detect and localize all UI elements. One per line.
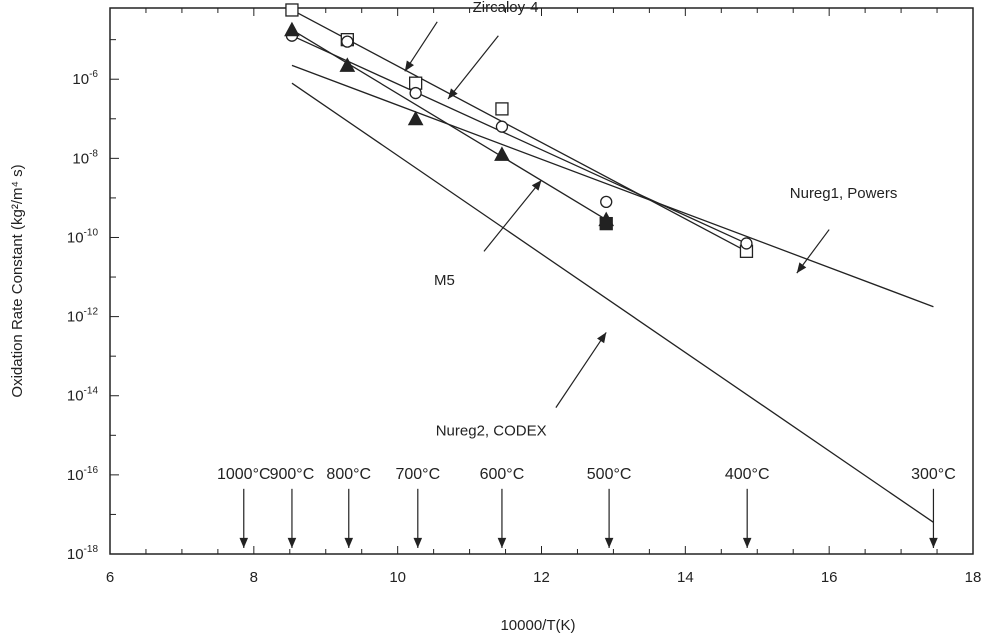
arrowhead (413, 537, 423, 548)
annotation-label: Nureg1, Powers (790, 185, 898, 202)
arrowhead (604, 537, 614, 548)
annotation-arrow (555, 332, 607, 408)
temperature-label: 300°C (911, 466, 956, 483)
temperature-label: 1000°C (217, 466, 271, 483)
temperature-label: 500°C (587, 466, 632, 483)
triangle-marker (284, 21, 300, 37)
data-markers (284, 3, 754, 258)
circle-marker (495, 120, 509, 133)
x-tick-label: 14 (677, 569, 694, 586)
y-tick-label: 10-18 (67, 544, 99, 563)
y-tick-label: 10-6 (72, 69, 98, 88)
circle-marker (341, 35, 354, 48)
annotation-arrow (483, 179, 542, 252)
triangle-marker (339, 57, 356, 72)
annotation-label: Zircaloy-4 (473, 0, 539, 16)
x-tick-label: 18 (965, 569, 982, 586)
annotation-label: Nureg2, CODEX (436, 422, 547, 439)
arrowhead (497, 537, 507, 548)
arrowhead (796, 262, 807, 274)
arrowhead (239, 537, 249, 548)
x-tick-label: 6 (106, 569, 114, 586)
arrowhead (287, 537, 297, 548)
fit-line (291, 29, 607, 221)
x-axis-title: 10000/T(K) (500, 617, 575, 634)
circle-marker (409, 86, 422, 100)
y-axis-title: Oxidation Rate Constant (kg²/m⁴ s) (9, 164, 26, 397)
arrowhead (742, 537, 752, 548)
annotation-arrow (447, 35, 499, 100)
arrowhead (344, 537, 354, 548)
triangle-marker (494, 146, 510, 161)
temperature-label: 400°C (725, 466, 770, 483)
annotation-label: M5 (434, 272, 455, 289)
y-tick-label: 10-10 (67, 227, 99, 246)
square-marker (495, 102, 509, 116)
arrowhead (448, 88, 458, 99)
triangle-marker (407, 110, 424, 126)
y-tick-label: 10-12 (67, 307, 99, 326)
temperature-label: 700°C (395, 466, 440, 483)
arrowhead (929, 537, 938, 548)
arrowhead (597, 332, 607, 344)
series-line (291, 64, 934, 308)
circle-marker (740, 237, 753, 250)
temperature-label: 800°C (326, 466, 371, 483)
series-line (291, 82, 934, 523)
y-tick-label: 10-14 (67, 386, 99, 405)
circle-marker (600, 195, 613, 209)
temperature-markers: 1000°C 900°C 800°C 700°C 600°C 500°C 400°C 300°… (217, 466, 956, 548)
arrowhead (531, 180, 542, 191)
x-tick-label: 12 (533, 569, 550, 586)
y-tick-label: 10-8 (72, 148, 98, 167)
x-tick-label: 8 (250, 569, 258, 586)
arrowhead (404, 60, 414, 72)
x-tick-labels: 6 8 10 12 14 16 18 (106, 569, 982, 586)
series-lines (291, 9, 934, 523)
x-tick-label: 16 (821, 569, 838, 586)
y-tick-label: 10-16 (67, 465, 99, 484)
x-tick-label: 10 (389, 569, 406, 586)
fit-line (291, 35, 747, 245)
temperature-label: 600°C (480, 466, 525, 483)
y-tick-labels: 10-6 10-8 10-10 10-12 10-14 10-16 10-18 (67, 69, 99, 563)
temperature-label: 900°C (270, 466, 315, 483)
square-marker (285, 3, 299, 17)
fit-line (291, 9, 747, 252)
filled-square-marker (599, 216, 613, 231)
